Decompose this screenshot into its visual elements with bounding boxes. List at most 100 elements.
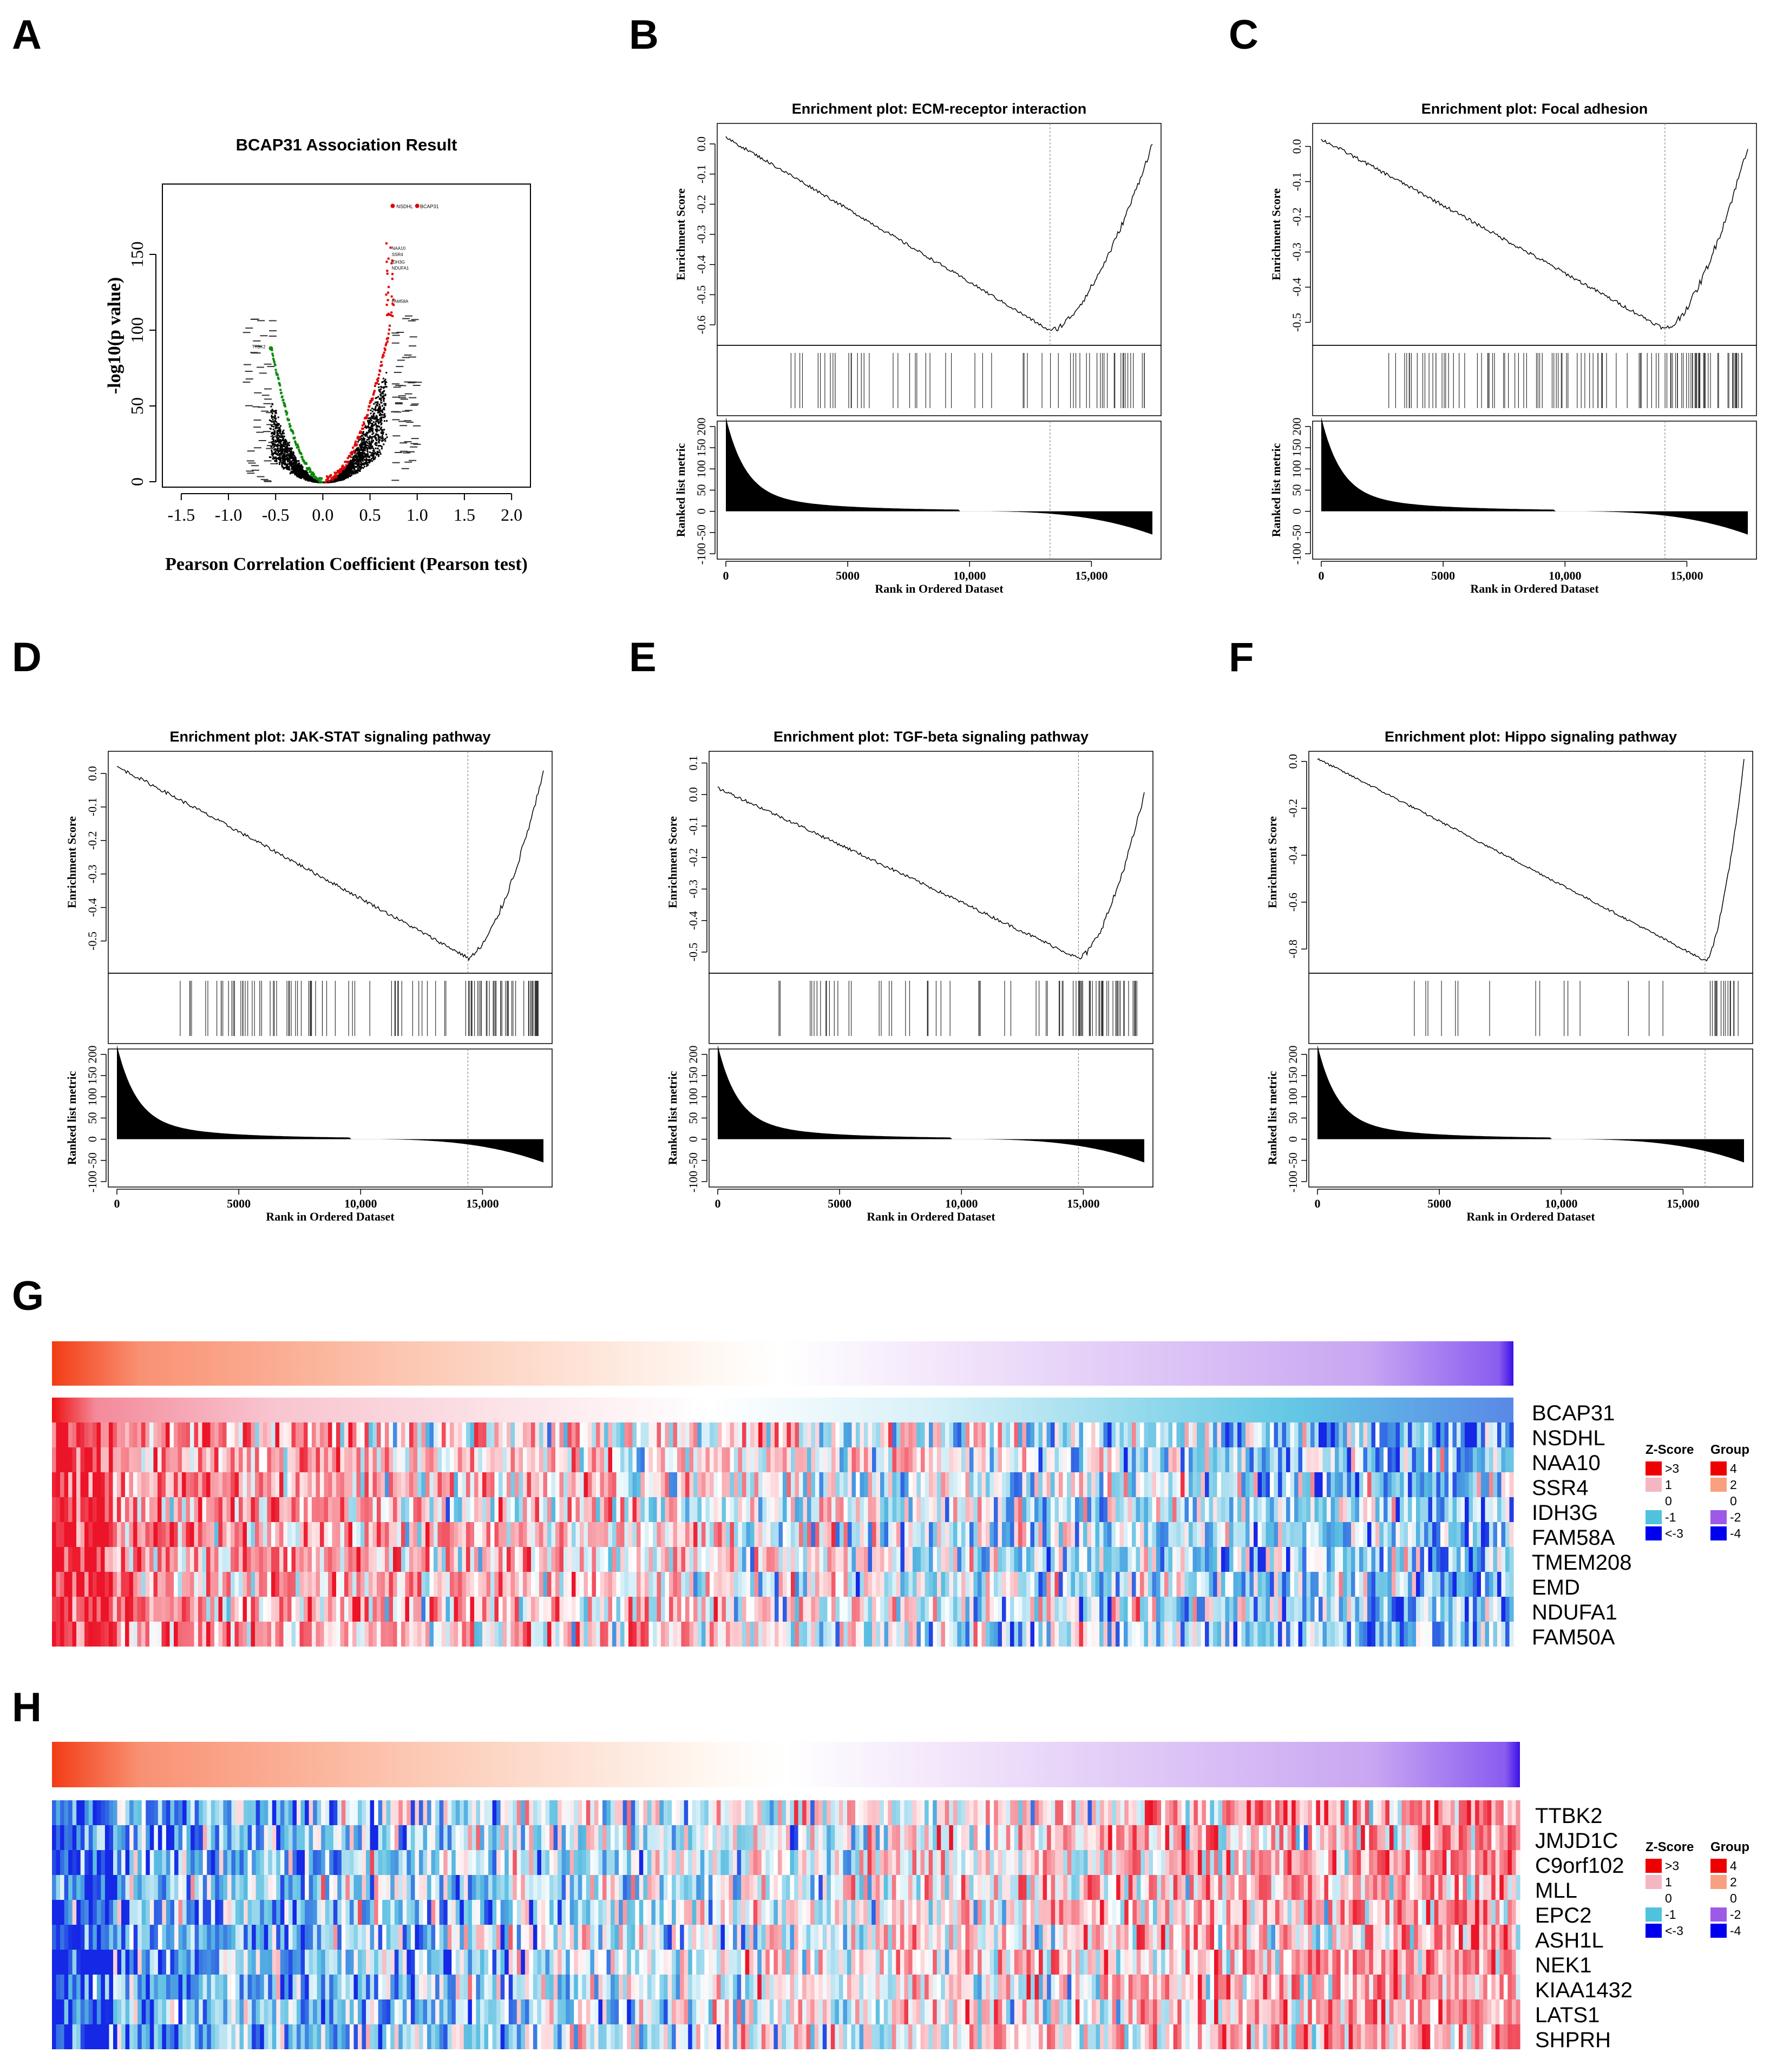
heatmap-cell xyxy=(936,1850,941,1875)
heatmap-cell xyxy=(1404,1447,1408,1472)
heatmap-cell xyxy=(324,1622,329,1647)
heatmap-cell xyxy=(1262,1472,1267,1497)
heatmap-cell xyxy=(680,1850,685,1875)
heatmap-cell xyxy=(442,1597,447,1622)
heatmap-cell xyxy=(260,1800,265,1825)
heatmap-cell xyxy=(1460,1572,1465,1597)
heatmap-cell xyxy=(631,1875,635,1900)
heatmap-cell xyxy=(1184,1547,1189,1572)
heatmap-cell xyxy=(1054,1472,1059,1497)
heatmap-cell xyxy=(720,1825,725,1850)
heatmap-cell xyxy=(619,1825,624,1850)
heatmap-cell xyxy=(255,1547,260,1572)
heatmap-cell xyxy=(1054,1622,1059,1647)
heatmap-cell xyxy=(129,1422,134,1447)
heatmap-cell xyxy=(494,1447,499,1472)
heatmap-cell xyxy=(1257,1597,1262,1622)
heatmap-cell xyxy=(502,1472,507,1497)
gsea-x-tick-label: 5000 xyxy=(227,1197,251,1210)
heatmap-cell xyxy=(191,1875,195,1900)
heatmap-cell xyxy=(1161,1850,1166,1875)
heatmap-cell xyxy=(933,1472,938,1497)
panel-label-c: C xyxy=(1229,12,1258,58)
heatmap-cell xyxy=(539,1497,544,1522)
heatmap-cell xyxy=(1392,1422,1397,1447)
heatmap-cell xyxy=(661,1622,666,1647)
heatmap-cell xyxy=(1157,1875,1162,1900)
heatmap-cell xyxy=(588,1597,593,1622)
heatmap-cell xyxy=(806,1850,811,1875)
heatmap-cell xyxy=(149,1547,154,1572)
heatmap-cell xyxy=(1181,1497,1185,1522)
heatmap-cell xyxy=(218,1472,223,1497)
heatmap-cell xyxy=(1356,1825,1361,1850)
heatmap-cell xyxy=(523,1497,528,1522)
heatmap-cell xyxy=(1099,1497,1104,1522)
heatmap-cell xyxy=(72,1825,77,1850)
heatmap-cell xyxy=(614,1825,619,1850)
heatmap-cell xyxy=(945,1522,950,1547)
heatmap-cell xyxy=(892,1547,897,1572)
heatmap-cell xyxy=(344,1447,349,1472)
heatmap-cell xyxy=(1375,1447,1380,1472)
heatmap-cell xyxy=(945,1825,949,1850)
heatmap-cell xyxy=(1136,1622,1140,1647)
heatmap-cell xyxy=(726,1572,731,1597)
heatmap-cell xyxy=(222,1547,227,1572)
heatmap-cell xyxy=(385,1572,390,1597)
heatmap-cell xyxy=(284,1875,289,1900)
heatmap-cell xyxy=(1099,1572,1104,1597)
heatmap-cell xyxy=(867,1800,872,1825)
heatmap-cell xyxy=(704,1875,709,1900)
heatmap-cell xyxy=(284,1800,289,1825)
heatmap-cell xyxy=(1018,1597,1023,1622)
heatmap-cell xyxy=(1416,1472,1421,1497)
heatmap-cell xyxy=(685,1597,690,1622)
heatmap-cell xyxy=(689,1497,694,1522)
heatmap-cell xyxy=(1156,1422,1161,1447)
heatmap-cell xyxy=(267,1497,272,1522)
heatmap-cell xyxy=(101,1800,106,1825)
heatmap-cell xyxy=(1314,1622,1319,1647)
heatmap-cell xyxy=(439,1850,444,1875)
heatmap-cell xyxy=(665,1597,670,1622)
heatmap-cell xyxy=(794,1825,799,1850)
heatmap-cell xyxy=(519,1572,523,1597)
heatmap-cell xyxy=(900,1572,905,1597)
gsea-metric-tick-label: 100 xyxy=(86,1088,99,1106)
heatmap-cell xyxy=(182,1472,187,1497)
gsea-x-tick-label: 0 xyxy=(1319,569,1325,582)
heatmap-cell xyxy=(442,1572,447,1597)
heatmap-cell xyxy=(1262,1522,1267,1547)
heatmap-cell xyxy=(986,1472,991,1497)
heatmap-cell xyxy=(169,1547,174,1572)
heatmap-cell xyxy=(64,1422,69,1447)
heatmap-cell xyxy=(125,1522,130,1547)
heatmap-cell xyxy=(949,1497,954,1522)
heatmap-cell xyxy=(773,1850,778,1875)
heatmap-cell xyxy=(263,1497,268,1522)
heatmap-cell xyxy=(1298,1522,1303,1547)
heatmap-cell xyxy=(1416,1572,1421,1597)
gsea-metric-label: Ranked list metric xyxy=(666,1071,679,1165)
heatmap-cell xyxy=(559,1447,564,1472)
heatmap-cell xyxy=(96,1850,101,1875)
heatmap-cell xyxy=(80,1825,85,1850)
heatmap-cell xyxy=(705,1497,710,1522)
heatmap-cell xyxy=(661,1447,666,1472)
heatmap-cell xyxy=(500,1800,505,1825)
heatmap-cell xyxy=(673,1572,678,1597)
heatmap-cell xyxy=(1509,1597,1514,1622)
heatmap-cell xyxy=(1201,1422,1205,1447)
heatmap-cell xyxy=(880,1800,884,1825)
heatmap-cell xyxy=(1420,1572,1425,1597)
heatmap-cell xyxy=(937,1572,942,1597)
heatmap-cell xyxy=(1222,1875,1227,1900)
heatmap-cell xyxy=(223,1825,228,1850)
heatmap-cell xyxy=(580,1597,585,1622)
heatmap-cell xyxy=(1164,1597,1169,1622)
heatmap-cell xyxy=(1091,1622,1096,1647)
heatmap-cell xyxy=(648,1622,653,1647)
heatmap-cell xyxy=(738,1422,743,1447)
heatmap-cell xyxy=(1111,1547,1116,1572)
